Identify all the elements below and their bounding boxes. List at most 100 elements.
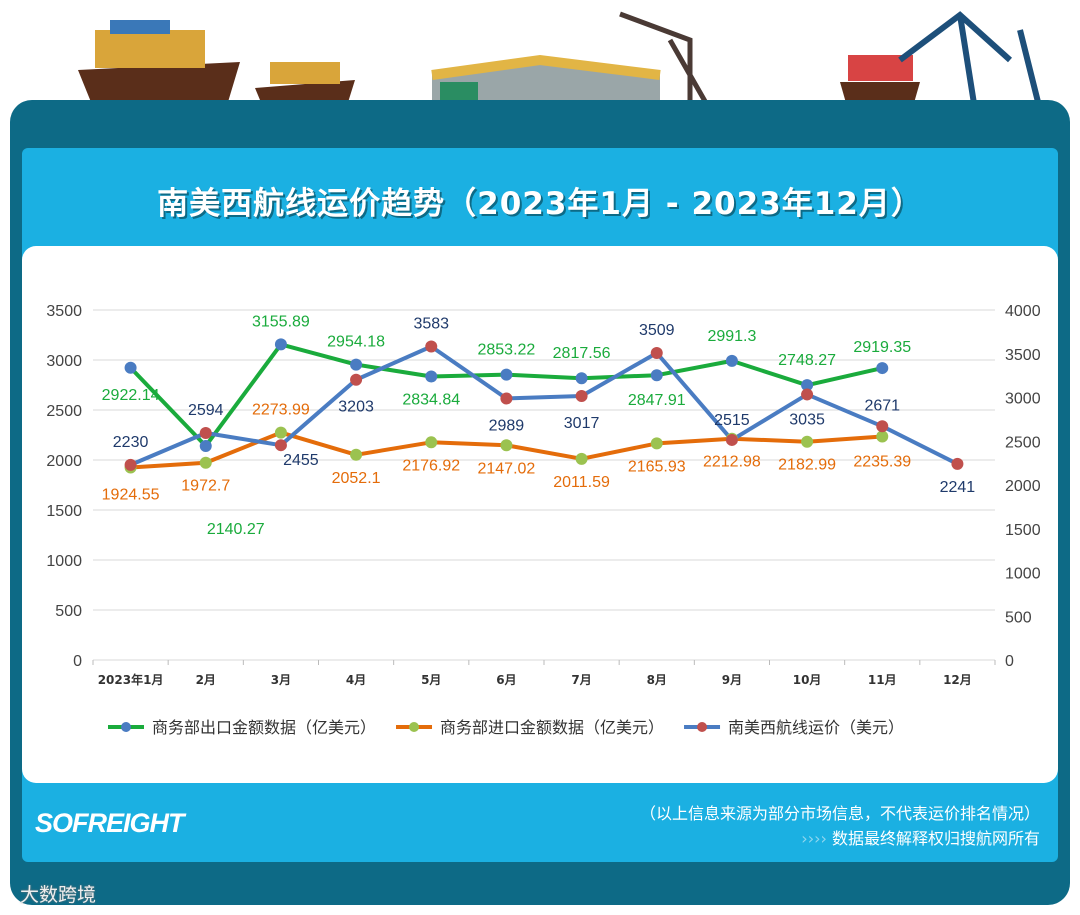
data-point — [500, 392, 513, 405]
data-label: 3203 — [338, 399, 374, 416]
watermark: 大数跨境 — [20, 884, 97, 906]
y-right-tick: 500 — [1005, 609, 1032, 626]
x-tick-label: 9月 — [722, 673, 742, 687]
data-point — [274, 439, 287, 452]
data-point — [350, 358, 363, 371]
x-tick-label: 12月 — [943, 673, 972, 687]
x-tick-label: 6月 — [496, 673, 516, 687]
data-label: 2140.27 — [207, 521, 265, 538]
data-label: 2954.18 — [327, 334, 385, 351]
y-right-tick: 1500 — [1005, 522, 1041, 539]
data-point — [199, 456, 212, 469]
data-point — [199, 427, 212, 440]
data-point — [350, 373, 363, 386]
data-point — [876, 362, 889, 375]
rights-text: ›››› 数据最终解释权归搜航网所有 — [801, 829, 1040, 849]
x-tick-label: 7月 — [571, 673, 591, 687]
legend-marker — [697, 722, 708, 732]
data-label: 2919.35 — [853, 339, 911, 356]
x-tick-label: 5月 — [421, 673, 441, 687]
x-tick-label: 3月 — [271, 673, 291, 687]
port-crane-illustration — [898, 11, 1043, 110]
legend-label: 商务部出口金额数据（亿美元） — [152, 718, 376, 737]
data-point — [274, 338, 287, 351]
y-right-tick: 2000 — [1005, 478, 1041, 495]
y-right-tick: 2500 — [1005, 434, 1041, 451]
data-label: 3583 — [413, 315, 449, 332]
y-right-tick: 3000 — [1005, 391, 1041, 408]
data-point — [650, 437, 663, 450]
x-tick-label: 10月 — [793, 673, 822, 687]
y-left-tick: 3000 — [46, 353, 82, 370]
legend-label: 商务部进口金额数据（亿美元） — [440, 718, 664, 737]
series-line — [129, 344, 959, 467]
data-label: 2273.99 — [252, 402, 310, 419]
cargo-ship-illustration-1 — [78, 20, 240, 110]
x-tick-label: 11月 — [868, 673, 897, 687]
data-label: 2515 — [714, 412, 750, 429]
chart-title: 南美西航线运价趋势（2023年1月 - 2023年12月） — [157, 186, 923, 222]
data-label: 1924.55 — [102, 487, 160, 504]
data-label: 2230 — [113, 434, 149, 451]
data-point — [801, 435, 814, 448]
y-right-tick: 4000 — [1005, 303, 1041, 320]
rights-label: 数据最终解释权归搜航网所有 — [831, 829, 1040, 848]
data-label: 1972.7 — [181, 478, 230, 495]
data-point — [274, 426, 287, 439]
crane-illustration — [619, 11, 713, 110]
data-label: 2212.98 — [703, 454, 761, 471]
warehouse-illustration — [431, 54, 661, 105]
data-label: 3017 — [564, 415, 600, 432]
y-left-tick: 0 — [73, 653, 82, 670]
y-left-tick: 1500 — [46, 503, 82, 520]
x-tick-label: 2月 — [196, 673, 216, 687]
y-right-tick: 3500 — [1005, 347, 1041, 364]
data-label: 2748.27 — [778, 352, 836, 369]
x-tick-label: 8月 — [647, 673, 667, 687]
data-point — [199, 439, 212, 452]
data-label: 2922.14 — [102, 387, 160, 404]
data-point — [575, 390, 588, 403]
legend-marker — [409, 722, 420, 732]
x-tick-label: 4月 — [346, 673, 366, 687]
data-point — [350, 448, 363, 461]
data-label: 3509 — [639, 322, 675, 339]
data-point — [575, 452, 588, 465]
y-left-tick: 500 — [55, 603, 82, 620]
y-left-tick: 2000 — [46, 453, 82, 470]
data-point — [725, 433, 738, 446]
y-left-tick: 1000 — [46, 553, 82, 570]
data-point — [650, 346, 663, 359]
data-point — [876, 430, 889, 443]
y-right-tick: 1000 — [1005, 566, 1041, 583]
data-label: 2817.56 — [553, 345, 611, 362]
y-left-tick: 3500 — [46, 303, 82, 320]
data-point — [500, 439, 513, 452]
data-point — [124, 361, 137, 374]
data-point — [876, 420, 889, 433]
data-point — [801, 379, 814, 392]
disclaimer-text: （以上信息来源为部分市场信息，不代表运价排名情况） — [639, 804, 1040, 823]
data-label: 2147.02 — [477, 460, 535, 477]
legend-marker — [121, 722, 131, 732]
chart-card — [22, 246, 1058, 783]
data-point — [951, 457, 964, 470]
data-point — [124, 458, 137, 471]
data-label: 2991.3 — [707, 328, 756, 345]
data-label: 2052.1 — [332, 470, 381, 487]
data-label: 3155.89 — [252, 313, 310, 330]
y-left-tick: 2500 — [46, 403, 82, 420]
data-label: 2176.92 — [402, 457, 460, 474]
data-label: 2834.84 — [402, 392, 460, 409]
data-label: 2847.91 — [628, 392, 686, 409]
data-label: 2235.39 — [853, 453, 911, 470]
data-point — [575, 372, 588, 385]
y-right-tick: 0 — [1005, 653, 1014, 670]
data-point — [500, 368, 513, 381]
data-point — [425, 340, 438, 353]
data-label: 2165.93 — [628, 458, 686, 475]
data-label: 3035 — [789, 411, 825, 428]
data-label: 2671 — [864, 397, 900, 414]
sofreight-logo: SOFREIGHT — [35, 808, 185, 838]
